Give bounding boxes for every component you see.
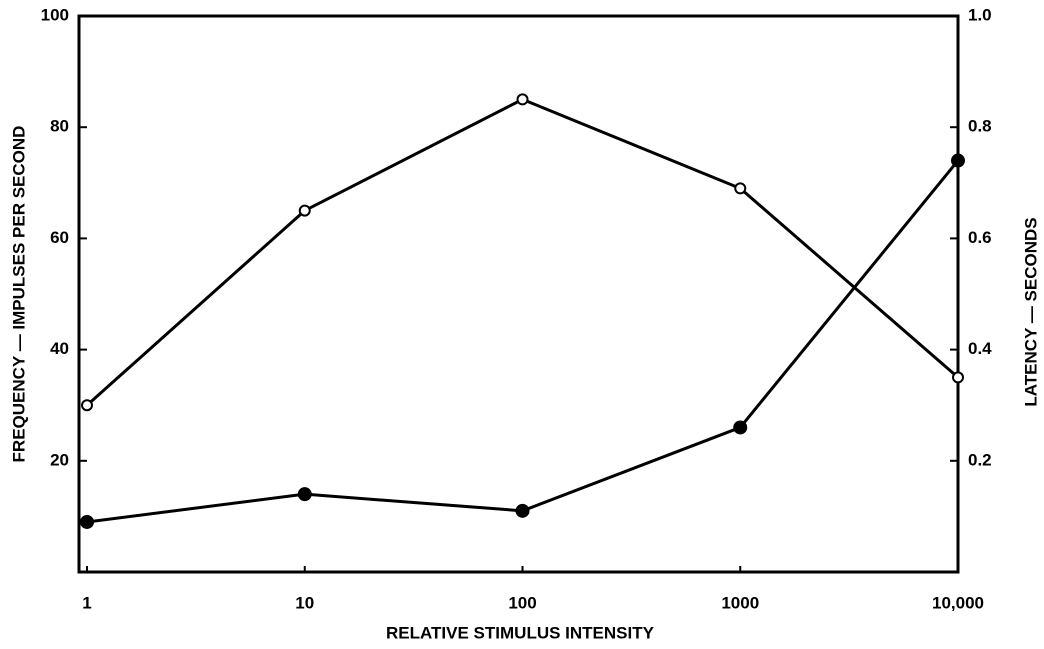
x-axis-title: RELATIVE STIMULUS INTENSITY xyxy=(386,623,655,642)
data-point xyxy=(952,371,964,384)
y2-tick-label: 0.8 xyxy=(968,117,992,136)
x-tick-label: 100 xyxy=(508,593,536,612)
x-tick-label: 10 xyxy=(295,593,314,612)
y2-tick-label: 0.2 xyxy=(968,450,992,469)
data-point xyxy=(297,487,312,502)
y2-axis-title: LATENCY — SECONDS xyxy=(1021,217,1040,406)
data-point xyxy=(516,93,529,106)
data-point xyxy=(515,503,530,518)
y-tick-label: 100 xyxy=(41,5,69,24)
data-point xyxy=(298,204,311,217)
data-point xyxy=(81,399,93,412)
data-point xyxy=(80,514,94,529)
x-tick-label: 1000 xyxy=(721,593,759,612)
y-tick-label: 80 xyxy=(50,117,69,136)
x-tick-label: 10,000 xyxy=(932,593,984,612)
data-point xyxy=(734,182,747,195)
y-tick-label: 60 xyxy=(50,228,69,247)
y-axis-title: FREQUENCY — IMPULSES PER SECOND xyxy=(9,126,28,463)
y-tick-label: 40 xyxy=(50,339,69,358)
y2-tick-label: 1.0 xyxy=(968,5,992,24)
y-tick-label: 20 xyxy=(50,450,69,469)
plot-frame xyxy=(77,14,960,574)
y2-tick-label: 0.4 xyxy=(968,339,992,358)
x-tick-label: 1 xyxy=(82,593,91,612)
y2-tick-label: 0.6 xyxy=(968,228,992,247)
data-point xyxy=(733,420,748,435)
data-point xyxy=(951,153,965,168)
